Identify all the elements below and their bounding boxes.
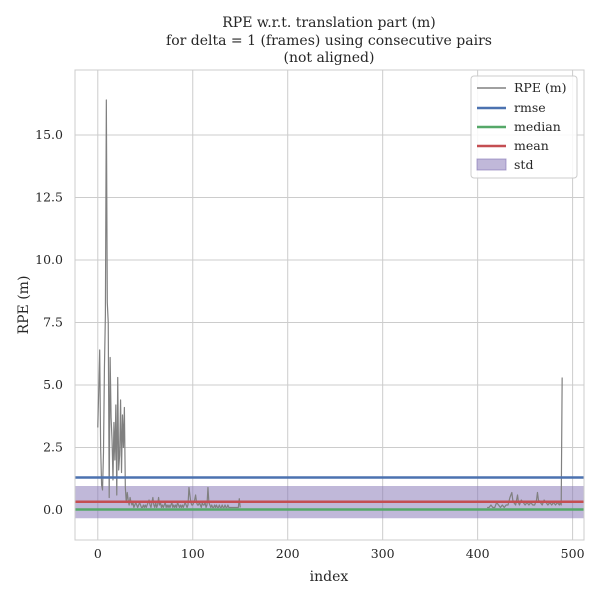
x-tick-label: 400 bbox=[466, 546, 490, 561]
legend-label-mean: mean bbox=[514, 138, 549, 153]
legend-label-rpe: RPE (m) bbox=[514, 80, 567, 95]
rpe-series-layer bbox=[97, 99, 563, 509]
x-tick-label: 100 bbox=[181, 546, 205, 561]
y-tick-label: 0.0 bbox=[43, 502, 63, 517]
plot-frame bbox=[74, 69, 585, 541]
y-tick-label: 12.5 bbox=[35, 190, 63, 205]
y-tick-labels: 0.0 2.5 5.0 7.5 10.0 12.5 15.0 bbox=[35, 127, 63, 517]
legend-label-median: median bbox=[514, 119, 561, 134]
title-line-1: RPE w.r.t. translation part (m) bbox=[222, 15, 436, 31]
x-tick-label: 500 bbox=[561, 546, 585, 561]
legend-swatch-std bbox=[476, 158, 507, 171]
y-tick-label: 7.5 bbox=[43, 315, 63, 330]
legend-label-rmse: rmse bbox=[514, 100, 546, 115]
y-tick-label: 5.0 bbox=[43, 377, 63, 392]
y-tick-label: 15.0 bbox=[35, 127, 63, 142]
y-tick-label: 2.5 bbox=[43, 440, 63, 455]
x-tick-label: 0 bbox=[94, 546, 102, 561]
x-tick-labels: 0 100 200 300 400 500 bbox=[94, 546, 585, 561]
chart-title: RPE w.r.t. translation part (m) for delt… bbox=[166, 15, 492, 66]
stat-lines-layer bbox=[75, 476, 584, 511]
title-line-3: (not aligned) bbox=[284, 50, 375, 66]
title-line-2: for delta = 1 (frames) using consecutive… bbox=[166, 33, 492, 49]
x-tick-label: 200 bbox=[276, 546, 300, 561]
x-axis-label: index bbox=[310, 569, 349, 585]
y-tick-label: 10.0 bbox=[35, 252, 63, 267]
x-tick-label: 300 bbox=[371, 546, 395, 561]
legend: RPE (m) rmse median mean std bbox=[470, 75, 578, 179]
rpe-line bbox=[97, 99, 241, 509]
y-axis-label: RPE (m) bbox=[16, 276, 32, 335]
legend-label-std: std bbox=[514, 157, 533, 172]
legend-box bbox=[470, 75, 578, 179]
rpe-line bbox=[487, 377, 563, 509]
